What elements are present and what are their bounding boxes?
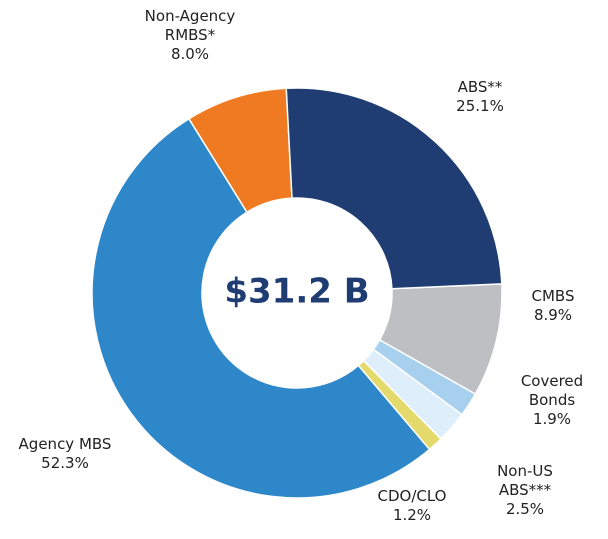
percent-label: 2.5% (505, 500, 545, 518)
donut-segment (91, 117, 431, 499)
category-name: CMBS (531, 287, 575, 305)
segment-label: Agency MBS 52.3% (5, 435, 125, 473)
segment-label: Non-US ABS*** 2.5% (490, 462, 560, 519)
donut-segment (378, 283, 503, 396)
segment-label: ABS** 25.1% (440, 78, 520, 116)
percent-label: 25.1% (456, 97, 504, 115)
segment-label: CDO/CLO 1.2% (367, 487, 457, 525)
category-name: CDO/CLO (377, 487, 447, 505)
category-name: Non-Agency RMBS* (144, 7, 236, 44)
center-label: $31.2 B (224, 272, 369, 312)
percent-label: 1.2% (392, 506, 432, 524)
category-name: Covered Bonds (520, 372, 584, 409)
donut-segment (285, 87, 503, 290)
donut-segment (372, 338, 477, 416)
segment-label: Covered Bonds 1.9% (517, 372, 587, 429)
segment-label: CMBS 8.9% (523, 287, 583, 325)
donut-segment (362, 348, 464, 440)
percent-label: 1.9% (532, 410, 572, 428)
percent-label: 52.3% (41, 454, 89, 472)
segment-label: Non-Agency RMBS* 8.0% (135, 7, 245, 64)
percent-label: 8.9% (533, 306, 573, 324)
percent-label: 8.0% (170, 45, 210, 63)
category-name: ABS** (457, 78, 503, 96)
category-name: Non-US ABS*** (497, 462, 553, 499)
category-name: Agency MBS (18, 435, 112, 453)
